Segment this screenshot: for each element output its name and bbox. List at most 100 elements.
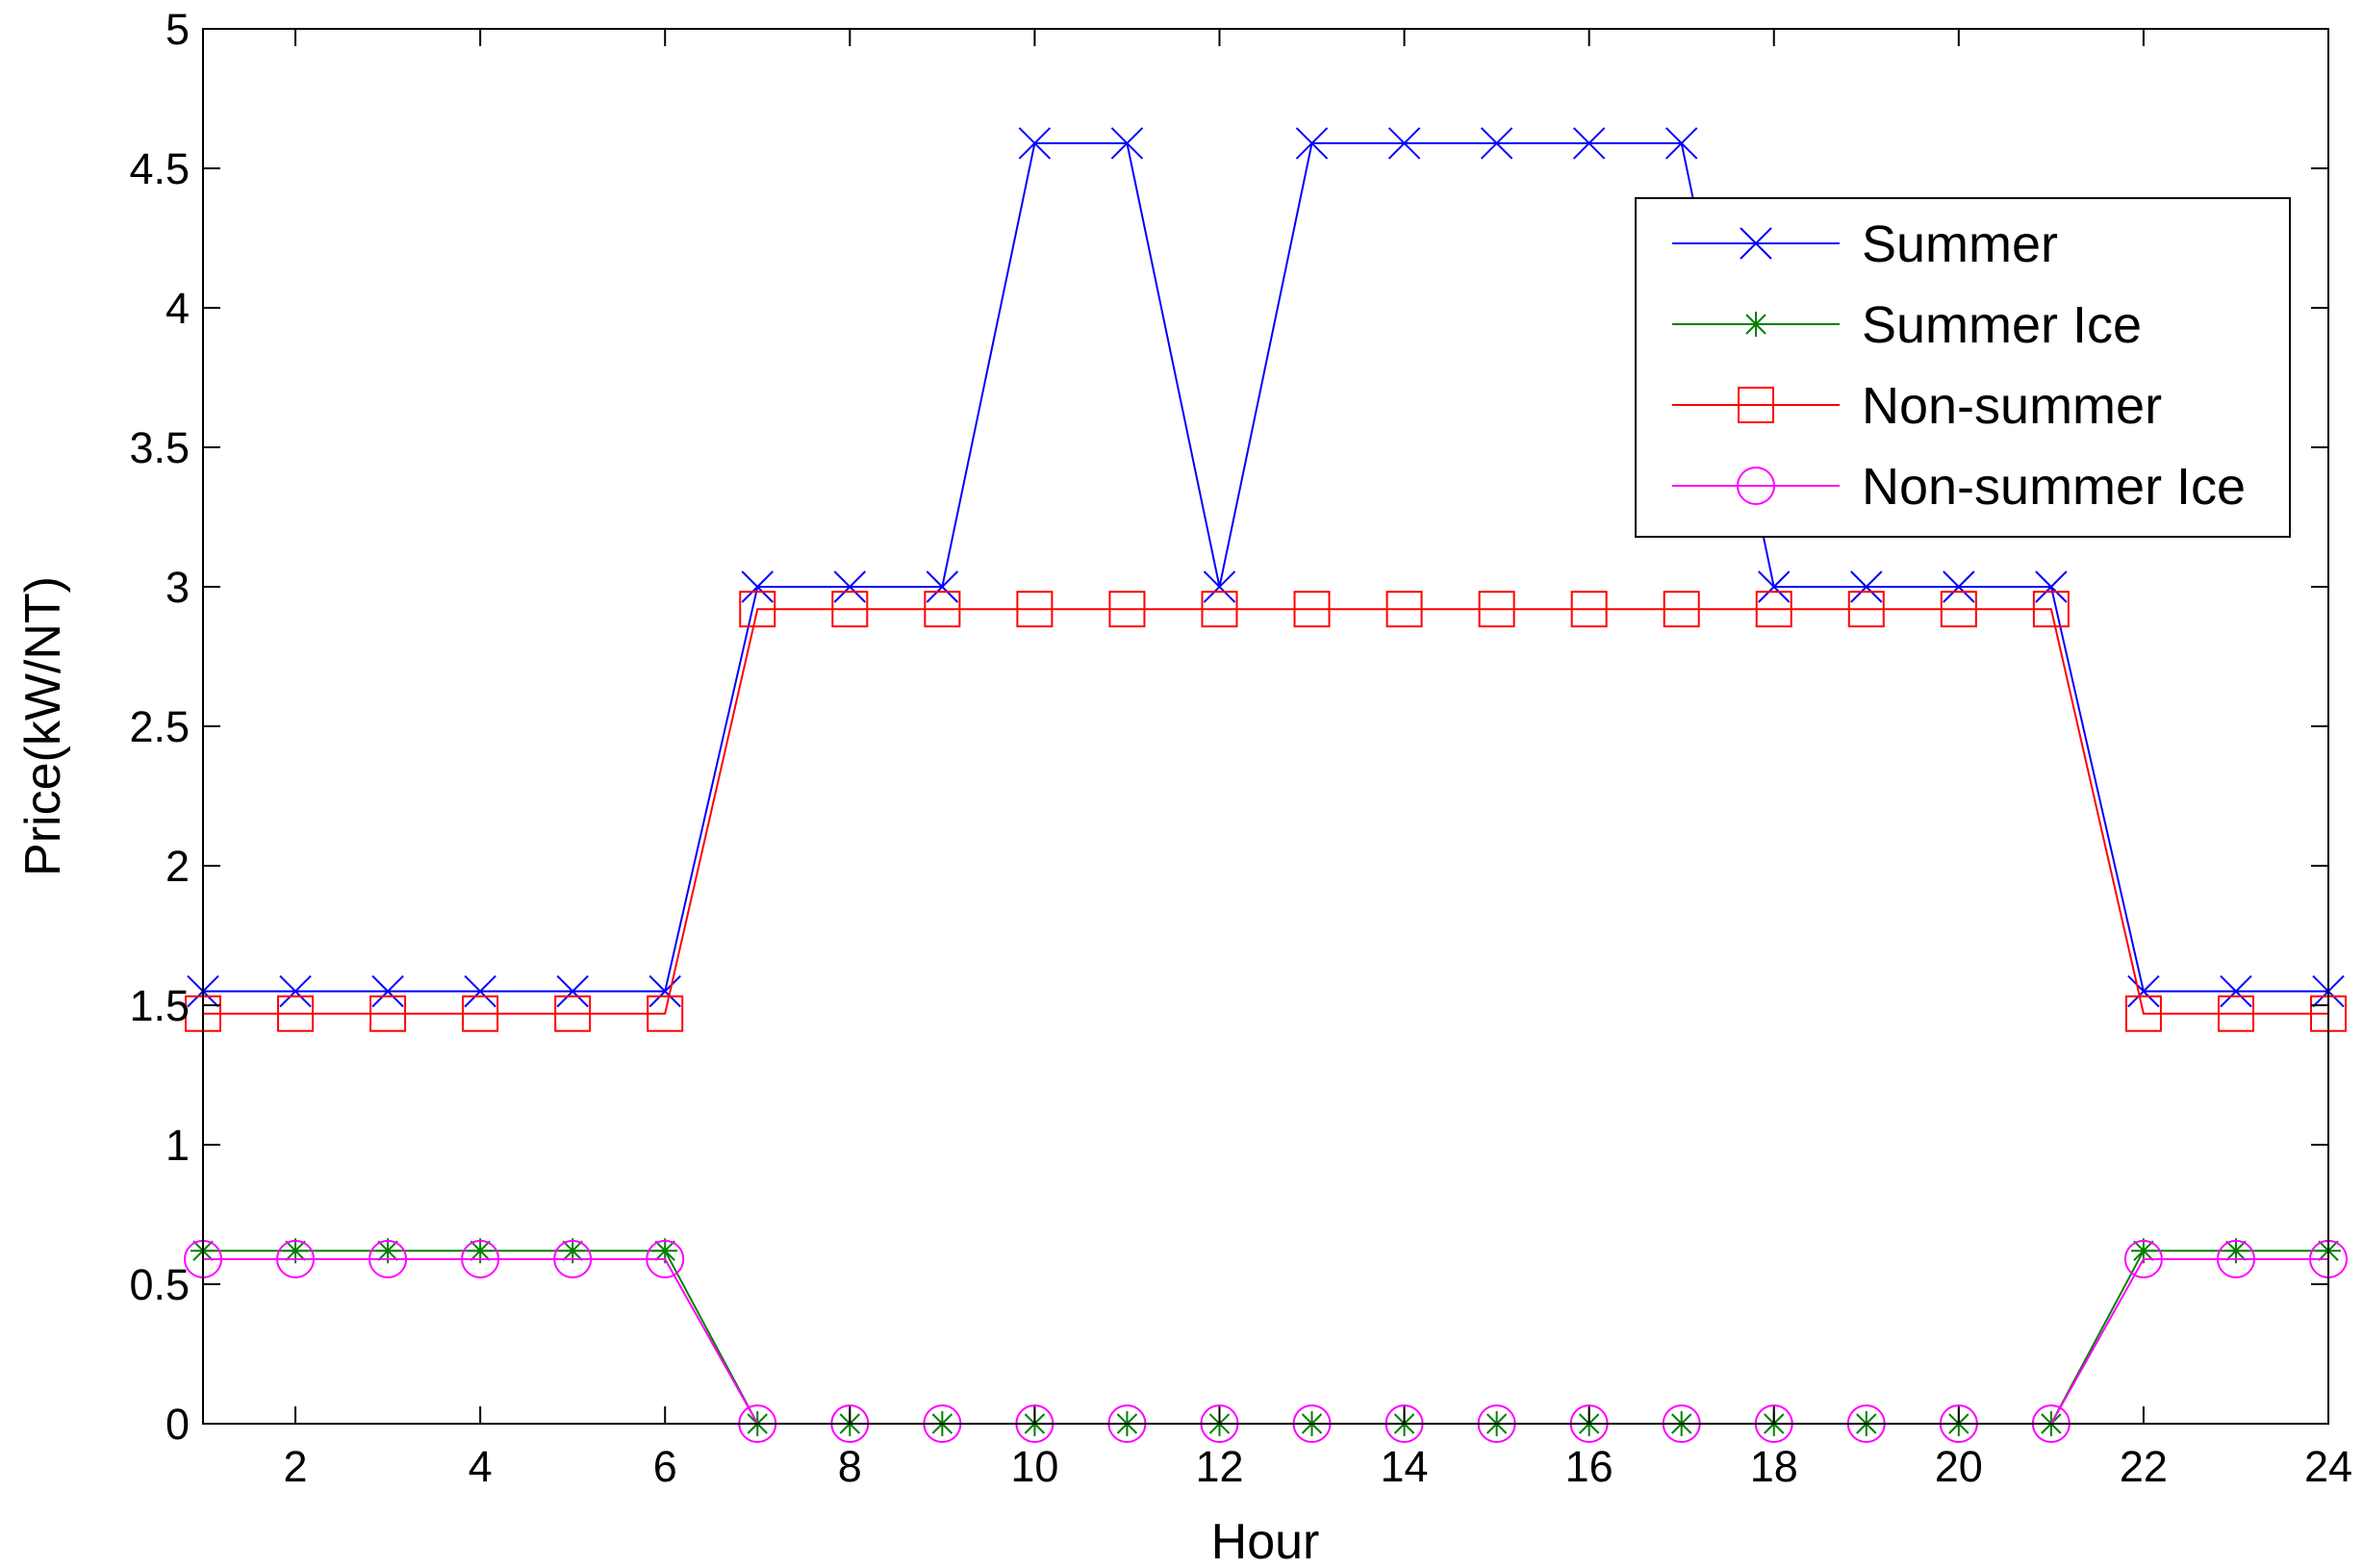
x-tick-label: 22: [2120, 1442, 2168, 1491]
data-point: [831, 591, 869, 628]
legend-label: Non-summer Ice: [1862, 458, 2246, 516]
data-point: [924, 591, 961, 628]
x-tick-label: 10: [1010, 1442, 1058, 1491]
y-tick-label: 4.5: [129, 144, 190, 193]
y-tick-label: 4: [165, 284, 190, 333]
x-axis-title: Hour: [1211, 1514, 1320, 1568]
y-axis-title: Price(kW/NT): [15, 576, 71, 876]
data-point: [2127, 974, 2160, 1008]
legend-marker: [1740, 227, 1772, 260]
data-point: [371, 974, 404, 1008]
y-tick-label: 3: [165, 563, 190, 612]
legend-marker: [1737, 467, 1775, 505]
data-point: [1755, 591, 1792, 628]
data-point: [1385, 591, 1423, 628]
data-point: [461, 1239, 500, 1278]
data-point: [2124, 995, 2162, 1032]
data-point: [277, 995, 315, 1032]
legend-item: Non-summer: [1672, 377, 2162, 435]
data-point: [560, 1238, 586, 1264]
data-point: [1018, 127, 1052, 160]
data-point: [368, 1239, 408, 1278]
y-tick-label: 1: [165, 1121, 190, 1170]
data-point: [2216, 1239, 2255, 1278]
data-point: [926, 570, 959, 603]
x-tick-label: 16: [1565, 1442, 1613, 1491]
data-point: [1480, 127, 1513, 160]
data-point: [648, 974, 681, 1008]
data-point: [1478, 591, 1515, 628]
y-tick-label: 2.5: [129, 702, 190, 751]
x-tick-label: 2: [284, 1442, 308, 1491]
data-point: [1203, 570, 1236, 603]
data-point: [2223, 1238, 2249, 1264]
data-point: [375, 1238, 401, 1264]
series-line: [203, 608, 2328, 1015]
legend-items: Summer Summer Ice Non-summer Non-summer Ice: [1672, 215, 2246, 516]
x-tick-label: 20: [1935, 1442, 1983, 1491]
data-point: [646, 1239, 685, 1278]
y-tick-label: 0.5: [129, 1260, 190, 1309]
series-summer: [187, 127, 2345, 1008]
data-point: [553, 1239, 593, 1278]
legend-item: Non-summer Ice: [1672, 458, 2246, 516]
data-point: [369, 995, 407, 1032]
x-tick-label: 6: [653, 1442, 677, 1491]
data-point: [652, 1238, 678, 1264]
y-tick-label: 1.5: [129, 981, 190, 1030]
data-point: [1295, 127, 1329, 160]
data-point: [1016, 591, 1054, 628]
x-tick-label: 24: [2304, 1442, 2352, 1491]
data-point: [2035, 570, 2068, 603]
data-point: [1758, 570, 1791, 603]
y-tick-label: 5: [165, 5, 190, 54]
data-point: [833, 570, 867, 603]
data-point: [468, 1238, 494, 1264]
x-tick-label: 14: [1381, 1442, 1429, 1491]
legend-label: Non-summer: [1862, 377, 2162, 435]
legend: Summer Summer Ice Non-summer Non-summer Ice: [1635, 197, 2291, 538]
data-point: [1293, 591, 1331, 628]
data-point: [741, 570, 774, 603]
data-point: [2123, 1239, 2163, 1278]
data-point: [1663, 591, 1700, 628]
x-tick-label: 4: [469, 1442, 493, 1491]
data-point: [1572, 127, 1606, 160]
data-point: [1570, 591, 1608, 628]
data-point: [1201, 591, 1238, 628]
data-point: [464, 974, 496, 1008]
x-tick-label: 8: [838, 1442, 862, 1491]
legend-marker: [1743, 312, 1768, 337]
legend-item: Summer Ice: [1672, 296, 2142, 354]
x-tick-label: 12: [1195, 1442, 1243, 1491]
legend-label: Summer Ice: [1862, 296, 2142, 354]
legend-marker: [1738, 387, 1774, 423]
series-non-summer: [185, 591, 2347, 1032]
data-point: [2217, 995, 2254, 1032]
data-point: [1110, 127, 1144, 160]
data-point: [1108, 591, 1146, 628]
ticks-layer: 2 4 6 8 10 12 14 16 18 20 22 2400.511.522.533.544.5…: [129, 5, 2352, 1491]
data-point: [1387, 127, 1421, 160]
y-tick-label: 2: [165, 842, 190, 891]
data-point: [1847, 591, 1885, 628]
x-tick-label: 18: [1750, 1442, 1798, 1491]
data-point: [1850, 570, 1883, 603]
data-point: [276, 1239, 316, 1278]
data-point: [1940, 591, 1977, 628]
data-point: [554, 995, 592, 1032]
legend-item: Summer: [1672, 215, 2058, 273]
data-point: [739, 591, 776, 628]
data-point: [279, 974, 312, 1008]
data-point: [462, 995, 499, 1032]
data-point: [1943, 570, 1975, 603]
data-point: [1664, 127, 1698, 160]
data-point: [2220, 974, 2252, 1008]
legend-label: Summer: [1862, 215, 2058, 273]
y-tick-label: 0: [165, 1400, 190, 1449]
data-point: [2032, 591, 2070, 628]
y-tick-label: 3.5: [129, 423, 190, 472]
data-point: [647, 995, 684, 1032]
data-point: [283, 1238, 309, 1264]
